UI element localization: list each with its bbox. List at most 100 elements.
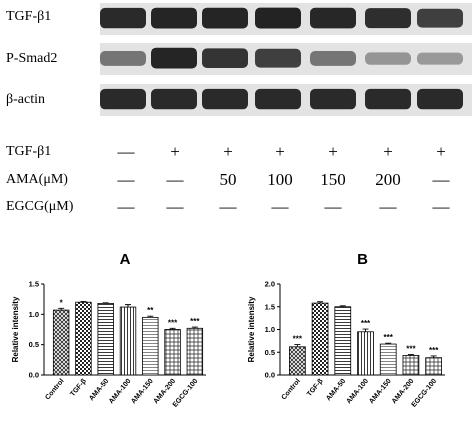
error-bar: [385, 342, 392, 345]
blot-band: [365, 8, 411, 29]
blot-band: [151, 47, 197, 69]
blot-strip-psmad2: [100, 43, 472, 75]
blot-label-psmad2: P-Smad2: [6, 51, 58, 66]
condition-value: +: [436, 142, 446, 161]
condition-value: —: [432, 197, 450, 216]
bar: [289, 346, 306, 376]
y-tick-label: 1.5: [265, 302, 275, 311]
blot-band: [100, 7, 146, 29]
y-tick-label: 1.0: [265, 325, 275, 334]
error-bar: [362, 328, 369, 332]
error-bar: [80, 301, 87, 303]
blot-band: [417, 88, 463, 110]
blot-band: [310, 7, 356, 29]
blot-band: [202, 88, 248, 110]
condition-value: 100: [267, 170, 293, 189]
error-bar: [317, 301, 324, 304]
y-tick-label: 1.0: [29, 310, 39, 319]
blot-band: [151, 88, 197, 110]
x-tick-label: AMA-100: [345, 378, 370, 406]
condition-label-tgf: TGF-β1: [6, 144, 52, 159]
error-bar: [294, 344, 301, 347]
blot-band: [365, 88, 411, 110]
condition-value: +: [223, 142, 233, 161]
error-bar: [407, 354, 414, 356]
blot-band: [255, 7, 301, 29]
bar: [142, 316, 159, 376]
condition-value: —: [432, 170, 450, 189]
condition-value: +: [383, 142, 393, 161]
blot-strip-tgf: [100, 3, 472, 35]
y-tick-label: 0.5: [265, 348, 275, 357]
x-tick-label: TGF-β: [306, 377, 325, 398]
blot-band: [151, 7, 197, 29]
x-tick-label: AMA-50: [88, 378, 110, 403]
blot-label-tgf: TGF-β1: [6, 9, 52, 24]
blot-label-actin: β-actin: [6, 92, 45, 107]
bar: [311, 302, 329, 376]
bar: [75, 301, 92, 376]
x-tick-label: Control: [281, 378, 302, 402]
condition-value: 50: [219, 170, 237, 189]
y-axis-label: Relative intensity: [11, 296, 20, 362]
error-bar: [430, 355, 437, 358]
condition-value: +: [328, 142, 338, 161]
chart-title: A: [120, 251, 131, 268]
blot-band: [255, 88, 301, 110]
significance-marker: ***: [361, 319, 371, 328]
error-bar: [169, 327, 176, 330]
condition-value: —: [117, 197, 135, 216]
bar: [119, 306, 137, 376]
blot-band: [202, 7, 248, 29]
bar: [379, 343, 397, 376]
bar: [402, 355, 420, 376]
x-tick-label: AMA-200: [391, 378, 416, 406]
bar: [97, 303, 114, 376]
x-tick-label: AMA-150: [130, 378, 155, 406]
significance-marker: ***: [190, 317, 200, 326]
y-tick-label: 2.0: [265, 280, 275, 289]
condition-value: 200: [375, 170, 401, 189]
error-bar: [58, 307, 65, 311]
condition-value: —: [166, 197, 184, 216]
condition-value: —: [117, 170, 135, 189]
condition-value: +: [275, 142, 285, 161]
blot-band: [255, 48, 301, 68]
blot-band: [417, 52, 463, 65]
bar: [186, 327, 204, 376]
condition-value: +: [170, 142, 180, 161]
condition-value: —: [379, 197, 397, 216]
significance-marker: *: [60, 298, 64, 307]
blot-band: [100, 51, 146, 66]
x-tick-label: AMA-150: [368, 378, 393, 406]
bar: [52, 309, 70, 376]
condition-value: 150: [320, 170, 346, 189]
condition-value: —: [219, 197, 237, 216]
significance-marker: ***: [384, 333, 394, 342]
error-bar: [102, 302, 109, 304]
y-axis-label: Relative intensity: [247, 296, 256, 362]
condition-label-egcg: EGCG(μM): [6, 199, 74, 214]
condition-value: —: [166, 170, 184, 189]
bar: [425, 357, 442, 376]
blot-strip-actin: [100, 84, 472, 116]
blot-band: [202, 48, 248, 68]
significance-marker: **: [147, 306, 154, 315]
y-tick-label: 0.0: [29, 371, 39, 380]
condition-value: —: [324, 197, 342, 216]
y-tick-label: 0.5: [29, 340, 39, 349]
x-tick-label: Control: [44, 378, 65, 402]
bar: [357, 331, 374, 376]
error-bar: [339, 305, 346, 307]
x-tick-label: AMA-100: [108, 378, 133, 406]
significance-marker: ***: [429, 346, 439, 355]
error-bar: [191, 326, 198, 329]
error-bar: [147, 315, 154, 318]
blot-band: [310, 51, 356, 66]
chart-panel-B: B 0.0 0.5 1.0 1.5 2.0 Relative intensity *** Con…: [247, 251, 445, 409]
significance-marker: ***: [168, 318, 178, 327]
chart-panel-A: A 0.0 0.5 1.0 1.5 Relative intensity * Control T…: [11, 251, 206, 409]
bar: [164, 329, 181, 376]
x-tick-label: AMA-50: [325, 378, 347, 403]
